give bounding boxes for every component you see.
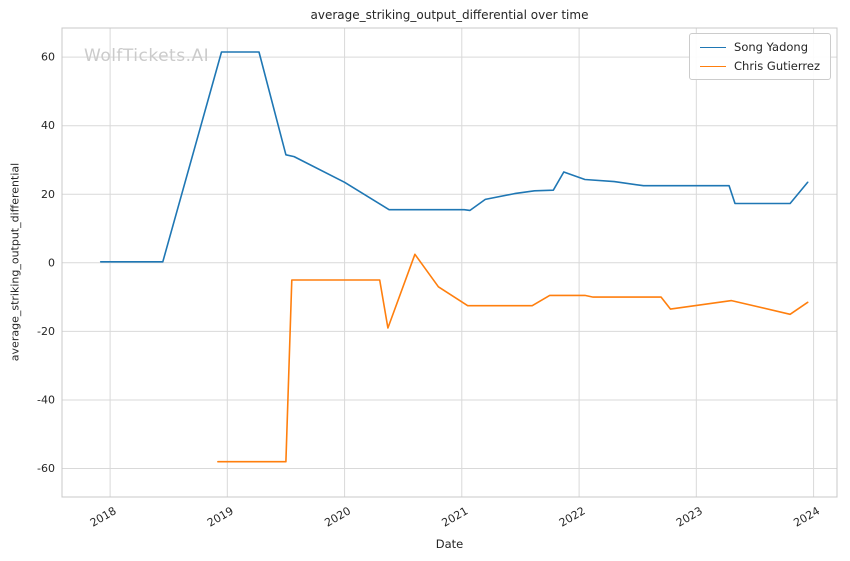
y-tick-label: 20 [41, 188, 55, 201]
legend-entry: Chris Gutierrez [700, 59, 820, 73]
watermark: WolfTickets.AI [84, 46, 210, 66]
y-tick-label: 60 [41, 51, 55, 64]
x-tick-label: 2024 [791, 504, 822, 529]
legend: Song Yadong Chris Gutierrez [689, 33, 831, 80]
plot-frame [61, 27, 838, 498]
y-tick-label: -40 [37, 394, 55, 407]
series-line-chris-gutierrez [217, 253, 809, 463]
legend-label: Song Yadong [734, 40, 809, 54]
x-axis-label: Date [435, 537, 464, 551]
x-tick-label: 2021 [440, 504, 471, 529]
chart-title: average_striking_output_differential ove… [310, 8, 589, 22]
y-tick-label: -20 [37, 325, 55, 338]
x-tick-label: 2022 [557, 504, 588, 529]
y-tick-label: 40 [41, 119, 55, 132]
series-line-song-yadong [99, 51, 809, 263]
x-tick-label: 2019 [205, 504, 236, 529]
x-tick-label: 2018 [88, 504, 119, 529]
legend-line-swatch [700, 46, 727, 48]
legend-line-swatch [700, 65, 727, 67]
x-tick-label: 2020 [322, 504, 353, 529]
legend-label: Chris Gutierrez [734, 59, 820, 73]
legend-entry: Song Yadong [700, 40, 820, 54]
x-tick-label: 2023 [674, 504, 705, 529]
y-tick-label: 0 [48, 256, 55, 269]
y-tick-label: -60 [37, 462, 55, 475]
